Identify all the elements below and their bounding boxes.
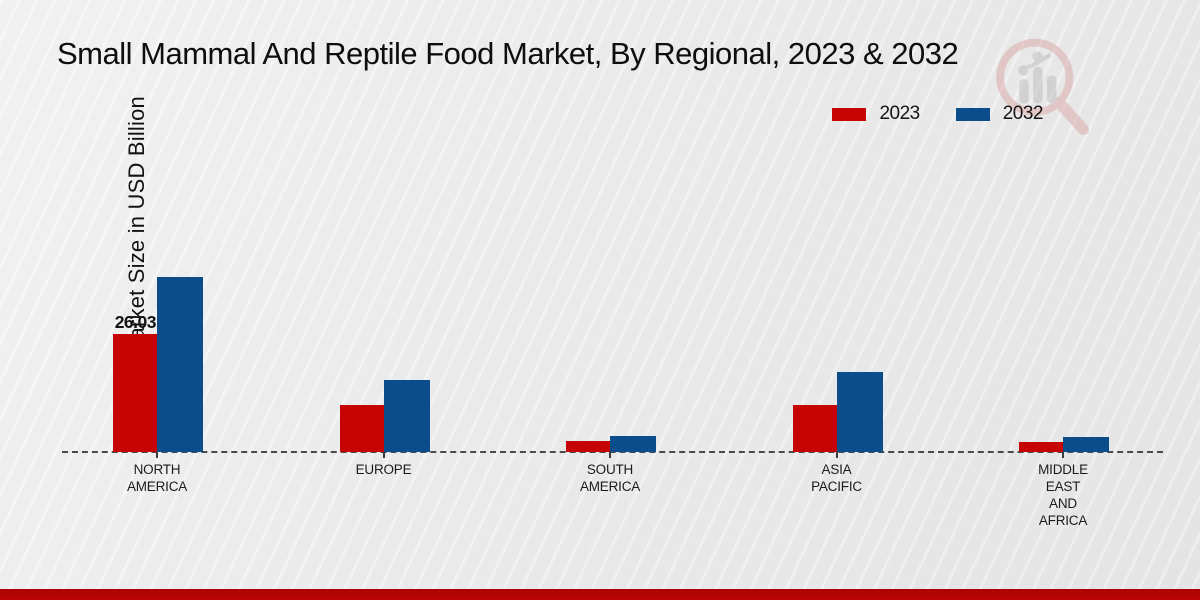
legend-item-2023: 2023 (832, 103, 920, 125)
bar-2023-south-america (566, 441, 610, 452)
legend-item-2032: 2032 (955, 103, 1044, 125)
footer-red-stripe (0, 589, 1200, 600)
x-axis-baseline (62, 451, 1163, 453)
category-label-asia-pacific: ASIA PACIFIC (811, 462, 862, 494)
category-label-europe: EUROPE (355, 462, 412, 477)
x-axis-tick-middle-east-and-africa (1062, 452, 1064, 458)
x-axis-tick-south-america (609, 452, 611, 458)
bar-2032-asia-pacific (836, 372, 883, 452)
bar-2032-europe (383, 380, 430, 452)
bar-2032-north-america (157, 277, 203, 452)
legend: 2023 2032 (832, 103, 1044, 125)
x-axis-tick-europe (382, 452, 385, 458)
bar-2023-north-america (113, 334, 157, 452)
legend-swatch-2023 (832, 107, 867, 121)
value-label-2023-north-america: 26.03 (114, 312, 157, 332)
bar-2023-middle-east-and-africa (1019, 442, 1063, 452)
category-label-south-america: SOUTH AMERICA (579, 462, 641, 494)
bar-2032-middle-east-and-africa (1063, 437, 1109, 452)
bar-2023-asia-pacific (792, 405, 837, 452)
category-label-middle-east-and-africa: MIDDLE EAST AND AFRICA (1038, 462, 1088, 528)
chart-title: Small Mammal And Reptile Food Market, By… (57, 36, 959, 71)
bar-2023-europe (339, 405, 384, 452)
legend-label-2023: 2023 (879, 103, 920, 124)
bar-2032-south-america (610, 436, 656, 452)
magnifier-bar-chart-logo-icon (996, 38, 1089, 135)
legend-label-2032: 2032 (1002, 103, 1044, 124)
x-axis-tick-asia-pacific (835, 452, 838, 458)
x-axis-tick-north-america (156, 452, 158, 458)
legend-swatch-2032 (955, 107, 990, 121)
category-label-north-america: NORTH AMERICA (126, 462, 188, 494)
